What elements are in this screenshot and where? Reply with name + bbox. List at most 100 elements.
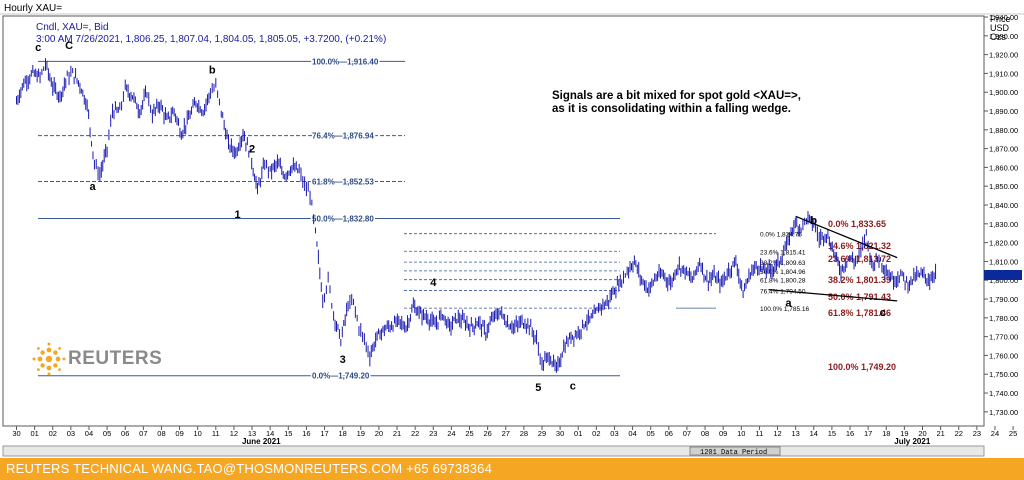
x-tick-label: 07 (683, 429, 691, 438)
x-tick-label: 12 (773, 429, 781, 438)
wave-label: c (35, 42, 41, 54)
fib-right-label: 14.6% 1,821.32 (828, 241, 891, 251)
x-tick-label: 07 (139, 429, 147, 438)
price-series (16, 58, 937, 373)
x-tick-label: 20 (375, 429, 383, 438)
fib-mid-label: 0.0% 1,824.75 (760, 232, 802, 239)
x-tick-label: 04 (85, 429, 93, 438)
y-tick-label: 1,860.00 (989, 163, 1018, 172)
wave-labels: c Ca b 2 1 3 4 5 c b a c (35, 40, 886, 394)
y-tick-label: 1,900.00 (989, 88, 1018, 97)
wave-label: c (880, 307, 886, 319)
fib-right-label: 0.0% 1,833.65 (828, 219, 886, 229)
wave-label: 2 (249, 143, 255, 155)
x-tick-label: 19 (900, 429, 908, 438)
fib-mid-label: 38.2% 1,809.63 (760, 260, 806, 267)
y-tick-label: 1,740.00 (989, 389, 1018, 398)
fib-mid-label: 50.0% 1,804.96 (760, 269, 806, 276)
x-tick-label: 06 (665, 429, 673, 438)
x-tick-label: 16 (846, 429, 854, 438)
x-tick-label: 30 (12, 429, 20, 438)
fib-mid-label: 76.4% 1,794.50 (760, 289, 806, 296)
wave-label: 4 (430, 277, 437, 289)
x-tick-label: 20 (918, 429, 926, 438)
y-tick-label: 1,940.00 (989, 13, 1018, 22)
x-tick-label: 16 (302, 429, 310, 438)
x-tick-label: 17 (320, 429, 328, 438)
wave-label: b (810, 215, 817, 227)
wave-label: a (785, 298, 792, 310)
x-tick-label: 10 (737, 429, 745, 438)
x-tick-label: 01 (30, 429, 38, 438)
falling-wedge (768, 215, 898, 302)
x-tick-label: 25 (1009, 429, 1017, 438)
window-title: Hourly XAU= (4, 3, 62, 14)
y-tick-label: 1,750.00 (989, 370, 1018, 379)
y-tick-label: 1,800.00 (989, 276, 1018, 285)
y-tick-label: 1,890.00 (989, 107, 1018, 116)
x-tick-label: 02 (592, 429, 600, 438)
x-tick-label: 22 (411, 429, 419, 438)
fib-left-label: 61.8%—1,852.53 (312, 177, 374, 186)
fib-left-label: 50.0%—1,832.80 (312, 215, 374, 224)
x-tick-label: 03 (610, 429, 618, 438)
fib-mid-label: 100.0% 1,785.16 (760, 306, 810, 313)
x-tick-label: 30 (556, 429, 564, 438)
x-tick-label: 19 (357, 429, 365, 438)
instrument-line: Cndl, XAU=, Bid (36, 22, 109, 33)
fib-levels-mid: 0.0% 1,824.75 23.6% 1,815.41 38.2% 1,809.6… (404, 232, 810, 313)
x-tick-label: 03 (67, 429, 75, 438)
fib-levels-left: 100.0%—1,916.40 76.4%—1,876.94 61.8%—1,852… (38, 56, 620, 382)
x-tick-label: 14 (266, 429, 274, 438)
wave-label: C (65, 40, 73, 52)
scroll-thumb[interactable] (689, 446, 781, 456)
axis-title-unit: Ozs (990, 32, 1007, 42)
x-tick-label: 11 (212, 429, 220, 438)
y-tick-label: 1,870.00 (989, 145, 1018, 154)
y-tick-label: 1,850.00 (989, 182, 1018, 191)
wave-label: 5 (535, 382, 541, 394)
x-tick-label: 27 (502, 429, 510, 438)
x-tick-label: 04 (628, 429, 636, 438)
x-month-label: June 2021 (242, 437, 281, 446)
x-tick-label: 17 (864, 429, 872, 438)
y-tick-label: 1,730.00 (989, 408, 1018, 417)
y-tick-label: 1,830.00 (989, 220, 1018, 229)
wave-label: a (90, 181, 97, 193)
scroll-bar[interactable] (2, 445, 985, 457)
x-tick-label: 21 (936, 429, 944, 438)
wave-label: b (209, 64, 216, 76)
last-price-marker (984, 270, 1022, 280)
x-tick-label: 26 (483, 429, 491, 438)
wave-label: 1 (235, 209, 241, 221)
axis-title-price: Price (990, 14, 1011, 24)
reuters-logo-text: REUTERS (68, 348, 163, 369)
reuters-logo: REUTERS (30, 338, 162, 380)
quote-line: 3:00 AM 7/26/2021, 1,806.25, 1,807.04, 1… (36, 34, 386, 45)
x-tick-label: 15 (828, 429, 836, 438)
fib-mid-label: 23.6% 1,815.41 (760, 249, 806, 256)
x-tick-label: 13 (248, 429, 256, 438)
x-tick-label: 11 (756, 429, 764, 438)
x-tick-label: 02 (49, 429, 57, 438)
x-tick-label: 01 (574, 429, 582, 438)
y-tick-label: 1,760.00 (989, 351, 1018, 360)
fib-left-label: 100.0%—1,916.40 (312, 57, 379, 66)
y-tick-label: 1,770.00 (989, 333, 1018, 342)
x-tick-label: 25 (465, 429, 473, 438)
x-tick-label: 21 (393, 429, 401, 438)
y-axis: 1,730.00 1,740.00 1,750.00 1,760.00 1,770.00… (983, 13, 1018, 426)
x-tick-label: 10 (194, 429, 202, 438)
footer-bar: REUTERS TECHNICAL WANG.TAO@THOSMONREUTER… (0, 458, 1024, 480)
y-tick-label: 1,780.00 (989, 314, 1018, 323)
y-tick-label: 1,810.00 (989, 257, 1018, 266)
x-tick-label: 09 (175, 429, 183, 438)
fib-right-label: 61.8% 1,781.46 (828, 308, 891, 318)
annotation-line-1: Signals are a bit mixed for spot gold <X… (552, 90, 801, 102)
annotation-line-2: as it is consolidating within a falling … (552, 103, 791, 115)
x-month-label: July 2021 (894, 437, 931, 446)
y-tick-label: 1,930.00 (989, 32, 1018, 41)
wedge-line (795, 215, 898, 259)
x-tick-label: 12 (230, 429, 238, 438)
